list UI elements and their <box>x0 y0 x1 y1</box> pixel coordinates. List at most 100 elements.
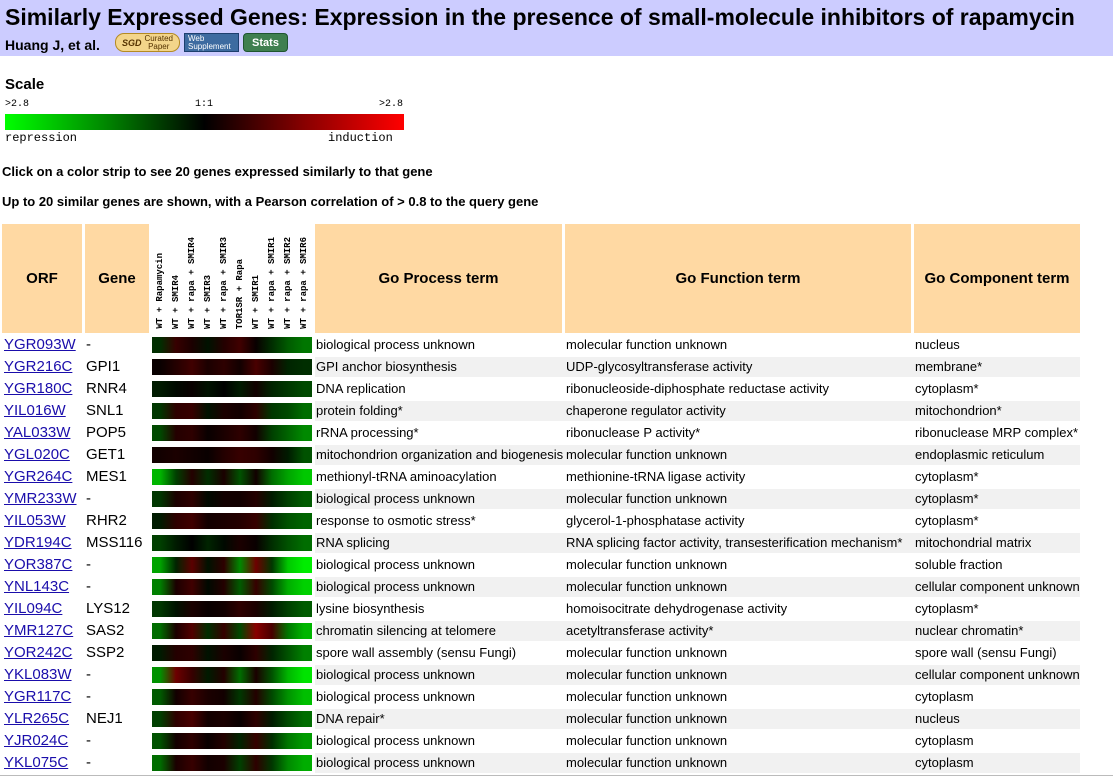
go-process-cell: DNA replication <box>316 381 406 396</box>
orf-link[interactable]: YDR194C <box>4 534 72 551</box>
expression-color-strip[interactable] <box>152 755 312 771</box>
go-component-cell: soluble fraction <box>915 557 1003 572</box>
orf-link[interactable]: YMR233W <box>4 490 77 507</box>
gene-cell: - <box>86 556 91 573</box>
web-supplement-label: Web Supplement <box>188 33 231 51</box>
orf-link[interactable]: YGR216C <box>4 358 73 375</box>
gene-cell: LYS12 <box>86 600 130 617</box>
go-process-cell: biological process unknown <box>316 337 475 352</box>
gene-cell: SSP2 <box>86 644 125 661</box>
orf-link[interactable]: YGR264C <box>4 468 73 485</box>
stats-button[interactable]: Stats <box>243 33 288 52</box>
condition-label: WT + SMIR3 <box>203 274 213 329</box>
orf-link[interactable]: YJR024C <box>4 732 69 749</box>
expression-color-strip[interactable] <box>152 601 312 617</box>
table-row: YOR242C SSP2 spore wall assembly (sensu Fu… <box>0 643 1113 663</box>
orf-link[interactable]: YMR127C <box>4 622 74 639</box>
scale-repression-caption: repression <box>5 131 78 145</box>
condition-label: WT + rapa + SMIR2 <box>283 237 293 329</box>
table-row: YIL053W RHR2 response to osmotic stress* gl… <box>0 511 1113 531</box>
go-function-cell: molecular function unknown <box>566 733 728 748</box>
gene-cell: MSS116 <box>86 534 143 551</box>
table-row: YGL020C GET1 mitochondrion organization an… <box>0 445 1113 465</box>
table-row: YIL016W SNL1 protein folding* chaperone reg… <box>0 401 1113 421</box>
table-row: YGR264C MES1 methionyl-tRNA aminoacylation… <box>0 467 1113 487</box>
expression-color-strip[interactable] <box>152 579 312 595</box>
orf-link[interactable]: YAL033W <box>4 424 71 441</box>
go-process-cell: methionyl-tRNA aminoacylation <box>316 469 497 484</box>
orf-link[interactable]: YGR117C <box>4 688 72 705</box>
go-process-cell: biological process unknown <box>316 755 475 770</box>
go-component-cell: cytoplasm* <box>915 601 979 616</box>
header-go-function: Go Function term <box>565 224 911 333</box>
orf-link[interactable]: YIL053W <box>4 512 66 529</box>
orf-link[interactable]: YKL075C <box>4 754 69 771</box>
orf-link[interactable]: YLR265C <box>4 710 70 727</box>
condition-label: TOR1SR + Rapa <box>235 258 245 329</box>
sgd-curated-paper-button[interactable]: SGD Curated Paper <box>115 33 180 52</box>
go-function-cell: molecular function unknown <box>566 447 728 462</box>
expression-color-strip[interactable] <box>152 447 312 463</box>
expression-color-strip[interactable] <box>152 513 312 529</box>
orf-cell: YMR127C <box>4 621 84 641</box>
expression-color-strip[interactable] <box>152 337 312 353</box>
gene-cell: - <box>86 666 91 683</box>
orf-link[interactable]: YGL020C <box>4 446 70 463</box>
row-background <box>315 489 1080 509</box>
go-function-cell: molecular function unknown <box>566 579 728 594</box>
page-title: Similarly Expressed Genes: Expression in… <box>5 4 1075 30</box>
go-component-cell: endoplasmic reticulum <box>915 447 1045 462</box>
expression-color-strip[interactable] <box>152 711 312 727</box>
orf-cell: YKL075C <box>4 753 84 773</box>
go-component-cell: cytoplasm* <box>915 469 979 484</box>
expression-color-strip[interactable] <box>152 645 312 661</box>
expression-color-strip[interactable] <box>152 535 312 551</box>
expression-color-strip[interactable] <box>152 425 312 441</box>
authors: Huang J, et al. <box>5 37 100 53</box>
condition-label: WT + Rapamycin <box>155 253 165 329</box>
expression-color-strip[interactable] <box>152 557 312 573</box>
web-supplement-button[interactable]: Web Supplement <box>184 33 239 52</box>
orf-link[interactable]: YOR387C <box>4 556 73 573</box>
gene-cell: SNL1 <box>86 402 124 419</box>
orf-link[interactable]: YIL016W <box>4 402 66 419</box>
go-component-cell: cytoplasm <box>915 689 974 704</box>
go-function-cell: chaperone regulator activity <box>566 403 726 418</box>
go-component-cell: cytoplasm* <box>915 381 979 396</box>
orf-link[interactable]: YNL143C <box>4 578 70 595</box>
orf-link[interactable]: YIL094C <box>4 600 63 617</box>
go-process-cell: lysine biosynthesis <box>316 601 425 616</box>
go-component-cell: nucleus <box>915 711 960 726</box>
expression-color-strip[interactable] <box>152 689 312 705</box>
expression-color-strip[interactable] <box>152 359 312 375</box>
expression-color-strip[interactable] <box>152 491 312 507</box>
go-function-cell: acetyltransferase activity* <box>566 623 714 638</box>
table-row: YKL075C - biological process unknown molecu… <box>0 753 1113 773</box>
orf-cell: YNL143C <box>4 577 84 597</box>
orf-link[interactable]: YGR093W <box>4 336 76 353</box>
go-function-cell: molecular function unknown <box>566 645 728 660</box>
orf-link[interactable]: YOR242C <box>4 644 73 661</box>
go-component-cell: cytoplasm <box>915 733 974 748</box>
orf-link[interactable]: YKL083W <box>4 666 72 683</box>
expression-color-strip[interactable] <box>152 733 312 749</box>
gene-cell: MES1 <box>86 468 127 485</box>
expression-color-strip[interactable] <box>152 667 312 683</box>
header-conditions: WT + Rapamycin WT + SMIR4 WT + rapa + SMIR… <box>151 224 312 333</box>
orf-link[interactable]: YGR180C <box>4 380 73 397</box>
expression-color-strip[interactable] <box>152 403 312 419</box>
gene-cell: POP5 <box>86 424 127 441</box>
orf-cell: YIL016W <box>4 401 84 421</box>
row-background <box>315 753 1080 773</box>
go-component-cell: ribonuclease MRP complex* <box>915 425 1079 440</box>
row-background <box>315 401 1080 421</box>
table-row: YGR216C GPI1 GPI anchor biosynthesis UDP-gl… <box>0 357 1113 377</box>
condition-label: WT + SMIR4 <box>171 274 181 329</box>
gene-cell: - <box>86 490 91 507</box>
go-function-cell: ribonuclease P activity* <box>566 425 701 440</box>
instruction-click-strip: Click on a color strip to see 20 genes e… <box>2 164 433 179</box>
expression-color-strip[interactable] <box>152 381 312 397</box>
expression-color-strip[interactable] <box>152 623 312 639</box>
expression-color-strip[interactable] <box>152 469 312 485</box>
condition-label: WT + SMIR1 <box>251 274 261 329</box>
